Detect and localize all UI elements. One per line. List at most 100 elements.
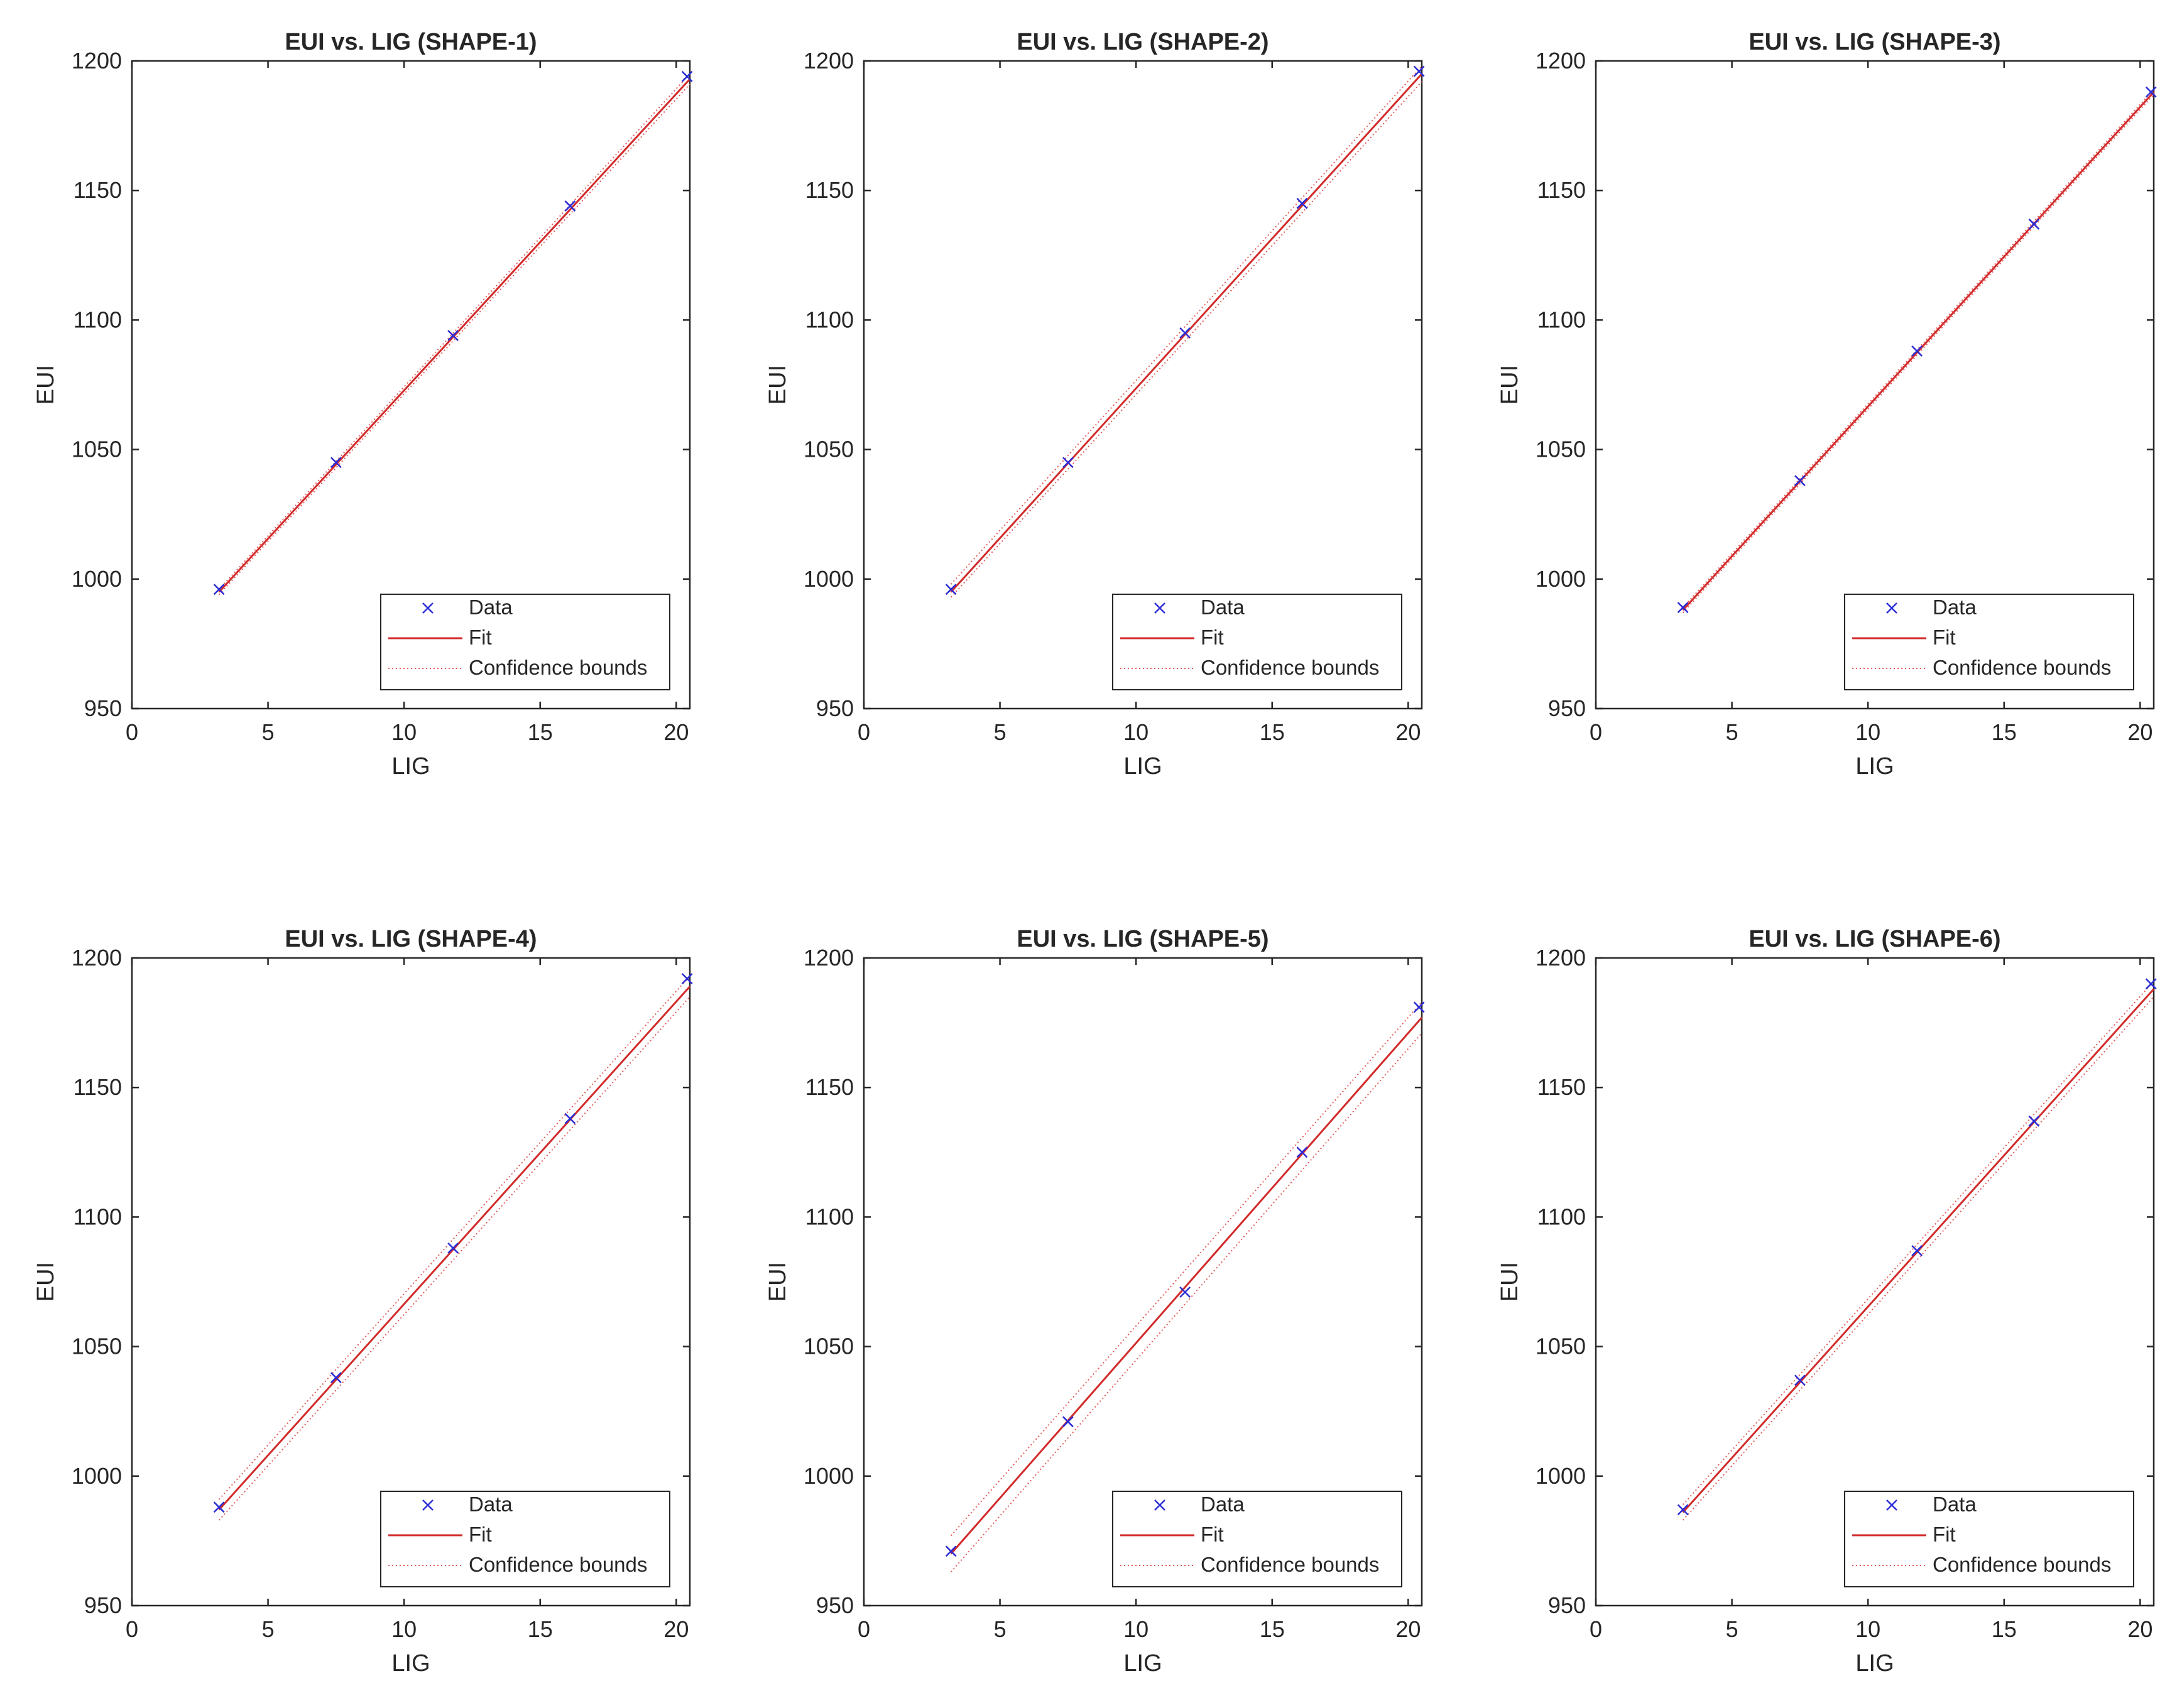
chart-5-bound-lower <box>950 1032 1422 1573</box>
marker-stroke <box>2145 86 2157 98</box>
chart-2-ytick-label: 950 <box>816 695 854 721</box>
chart-5-data-point <box>945 1545 957 1557</box>
chart-6-xtick-label: 5 <box>1726 1616 1738 1642</box>
chart-2-legend-entry: Confidence bounds <box>1201 656 1379 679</box>
chart-3-legend: Data Fit Confidence bounds <box>1844 594 2134 690</box>
chart-6-ylabel: EUI <box>1497 1262 1523 1302</box>
chart-2-ytick-label: 1150 <box>805 177 854 203</box>
chart-5-ytick-label: 1200 <box>804 945 854 971</box>
marker-stroke <box>2028 218 2040 230</box>
chart-3-legend-entry: Data <box>1933 596 1977 619</box>
chart-3-ylabel: EUI <box>1497 365 1523 405</box>
chart-6-data-point <box>2145 978 2157 990</box>
chart-1-legend-entry: Fit <box>469 626 492 649</box>
marker-stroke <box>681 70 693 82</box>
chart-1-xtick-label: 20 <box>663 719 689 745</box>
chart-6-fit-line <box>1682 988 2155 1513</box>
chart-4-legend: Data Fit Confidence bounds <box>380 1491 670 1587</box>
chart-5-ylabel: EUI <box>765 1262 791 1302</box>
chart-4-ytick-label: 1100 <box>74 1204 122 1229</box>
chart-4-fit-line <box>218 986 691 1511</box>
marker-stroke <box>1179 327 1191 339</box>
chart-3-data-point <box>1794 475 1806 486</box>
chart-5-fit-line <box>950 1016 1423 1555</box>
chart-2-xtick-label: 10 <box>1123 719 1149 745</box>
marker-stroke <box>1062 457 1074 469</box>
chart-1-xtick-label: 15 <box>528 719 553 745</box>
chart-3-ytick-label: 1000 <box>1536 566 1586 592</box>
chart-6-data-point <box>1677 1504 1689 1516</box>
chart-6-data-point <box>1911 1245 1923 1256</box>
marker-stroke <box>213 584 225 596</box>
legend-marker-data <box>1154 1499 1165 1511</box>
chart-5-xtick-label: 0 <box>858 1616 870 1642</box>
marker-stroke <box>2028 1115 2040 1127</box>
chart-4-legend-entry: Data <box>469 1493 513 1516</box>
chart-6-title: EUI vs. LIG (SHAPE-6) <box>1749 926 2000 952</box>
chart-4-title: EUI vs. LIG (SHAPE-4) <box>285 926 537 952</box>
chart-3-data-point <box>1677 602 1689 614</box>
chart-6-legend-entry: Fit <box>1933 1523 1956 1546</box>
chart-4-data-point <box>447 1243 459 1254</box>
chart-5-ytick-label: 1050 <box>804 1334 854 1359</box>
marker-stroke <box>564 200 576 212</box>
chart-3-xlabel: LIG <box>1855 753 1894 780</box>
chart-6-legend: Data Fit Confidence bounds <box>1844 1491 2134 1587</box>
marker-stroke <box>2145 978 2157 990</box>
chart-4-bound-lower <box>218 996 690 1521</box>
chart-3-ytick-label: 1150 <box>1537 177 1586 203</box>
chart-4-ytick-label: 1050 <box>72 1334 122 1359</box>
chart-2-xtick-label: 0 <box>858 719 870 745</box>
chart-1-ytick-label: 1050 <box>72 437 122 462</box>
chart-6-ytick-label: 1200 <box>1536 945 1586 971</box>
chart-3-xtick-label: 5 <box>1726 719 1738 745</box>
chart-3-data-point <box>1911 345 1923 357</box>
chart-1-xtick-label: 10 <box>391 719 417 745</box>
chart-6-ytick-label: 1000 <box>1536 1463 1586 1489</box>
chart-2-ytick-label: 1000 <box>804 566 854 592</box>
chart-2-xtick-label: 20 <box>1395 719 1421 745</box>
chart-1-legend-entry: Confidence bounds <box>469 656 647 679</box>
chart-3-xtick-label: 10 <box>1855 719 1880 745</box>
marker-stroke <box>1296 1146 1308 1158</box>
chart-1-legend-entry: Data <box>469 596 513 619</box>
chart-1: EUI vs. LIG (SHAPE-1) 0 5 10 15 20 950 1000 1050… <box>33 29 693 780</box>
chart-6-bound-lower <box>1682 996 2154 1521</box>
chart-3-legend-entry: Fit <box>1933 626 1956 649</box>
chart-1-ytick-label: 1200 <box>72 48 122 73</box>
chart-5-data-point <box>1179 1286 1191 1298</box>
chart-1-xtick-label: 0 <box>126 719 138 745</box>
chart-1-ytick-label: 1100 <box>74 307 122 332</box>
chart-6-ytick-label: 1150 <box>1537 1074 1586 1100</box>
chart-1-legend: Data Fit Confidence bounds <box>380 594 670 690</box>
chart-1-fit-line <box>218 78 691 593</box>
marker-stroke <box>330 457 342 469</box>
chart-2-title: EUI vs. LIG (SHAPE-2) <box>1017 29 1269 55</box>
chart-5-ytick-label: 1150 <box>805 1074 854 1100</box>
chart-4: EUI vs. LIG (SHAPE-4) 0 5 10 15 20 950 1000 1050… <box>33 926 693 1677</box>
chart-4-xtick-label: 5 <box>262 1616 275 1642</box>
chart-5-xtick-label: 5 <box>994 1616 1007 1642</box>
chart-5-legend-entry: Data <box>1201 1493 1245 1516</box>
chart-2-data-point <box>1062 457 1074 469</box>
chart-1-xtick-label: 5 <box>262 719 275 745</box>
marker-stroke <box>1062 1416 1074 1428</box>
legend-marker-data <box>1154 602 1165 614</box>
chart-6-ytick-label: 950 <box>1548 1592 1586 1618</box>
chart-4-xtick-label: 15 <box>528 1616 553 1642</box>
chart-5: EUI vs. LIG (SHAPE-5) 0 5 10 15 20 950 1000 1050… <box>765 926 1425 1677</box>
marker-stroke <box>213 1501 225 1513</box>
chart-1-data-point <box>447 330 459 342</box>
chart-2-fit-line <box>950 73 1423 593</box>
chart-6-ytick-label: 1100 <box>1537 1204 1586 1229</box>
chart-6-ytick-label: 1050 <box>1536 1334 1586 1359</box>
chart-5-data-point <box>1413 1001 1425 1013</box>
chart-5-ytick-label: 1100 <box>805 1204 854 1229</box>
chart-4-ytick-label: 950 <box>84 1592 122 1618</box>
chart-5-data-point <box>1296 1146 1308 1158</box>
chart-1-data-point <box>564 200 576 212</box>
chart-4-data-point <box>564 1112 576 1124</box>
chart-5-xtick-label: 15 <box>1260 1616 1285 1642</box>
chart-1-ytick-label: 1150 <box>74 177 122 203</box>
